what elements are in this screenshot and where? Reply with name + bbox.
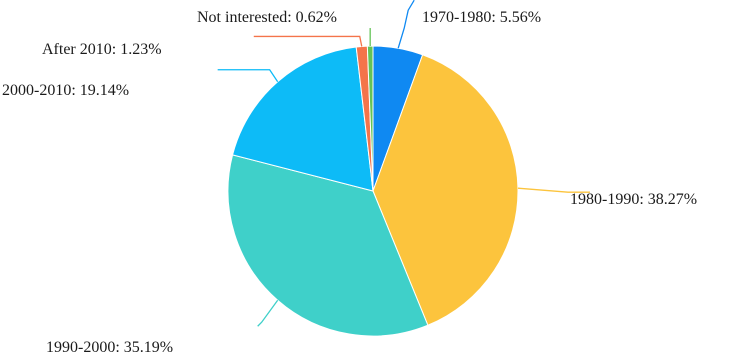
- slice-1980-1990: [372, 54, 519, 326]
- pie-slices: [227, 45, 519, 337]
- slice-2000-2010: [231, 46, 374, 192]
- leader-after-2010: [253, 35, 363, 47]
- leader-2000-2010: [217, 69, 279, 83]
- label-1980-1990: 1980-1990: 38.27%: [570, 191, 697, 208]
- leader-lines: [217, 0, 590, 327]
- label-not-interested: Not interested: 0.62%: [197, 9, 337, 26]
- label-after-2010: After 2010: 1.23%: [42, 41, 162, 58]
- leader-1970-1980: [397, 0, 415, 49]
- label-1970-1980: 1970-1980: 5.56%: [422, 9, 541, 26]
- label-2000-2010: 2000-2010: 19.14%: [2, 82, 129, 99]
- label-1990-2000: 1990-2000: 35.19%: [46, 339, 173, 356]
- slice-labels: 1970-1980: 5.56% 1980-1990: 38.27% 1990-…: [2, 9, 697, 356]
- leader-1980-1990: [517, 187, 590, 193]
- leader-1990-2000: [257, 299, 279, 327]
